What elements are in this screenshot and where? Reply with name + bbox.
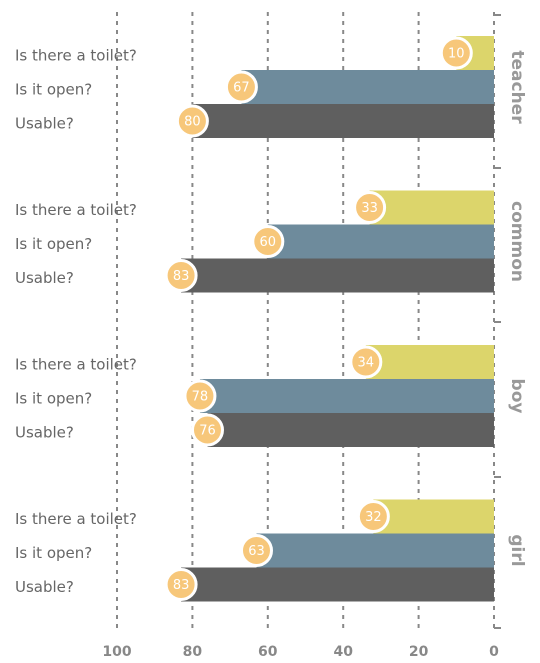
value-label: 60 <box>260 235 277 250</box>
group-label: teacher <box>507 50 527 124</box>
value-label: 67 <box>233 81 250 96</box>
value-badge <box>356 500 390 533</box>
value-badge <box>349 345 383 379</box>
group-label: boy <box>507 379 527 414</box>
bar <box>181 258 494 293</box>
category-label: Is it open? <box>15 235 92 253</box>
group-label: girl <box>507 534 527 566</box>
category-label: Is it open? <box>15 81 92 99</box>
category-label: Is there a toilet? <box>15 356 137 374</box>
value-label: 34 <box>358 356 375 371</box>
x-tick-label: 60 <box>258 644 278 660</box>
value-badge <box>353 191 387 224</box>
value-label: 32 <box>365 510 382 525</box>
value-badge <box>224 70 258 104</box>
bar <box>256 533 494 568</box>
category-label: Usable? <box>15 269 74 287</box>
category-label: Is it open? <box>15 390 92 408</box>
value-label: 83 <box>173 578 190 593</box>
bar <box>181 567 494 602</box>
bar <box>207 413 495 447</box>
value-label: 76 <box>199 424 216 439</box>
bar <box>267 224 494 259</box>
value-label: 78 <box>192 390 209 405</box>
category-label: Is there a toilet? <box>15 201 137 219</box>
bar <box>192 104 494 138</box>
value-badge <box>190 413 224 447</box>
value-badge <box>164 568 198 601</box>
value-badge <box>175 104 209 138</box>
value-label: 10 <box>448 47 465 62</box>
bar <box>373 499 494 534</box>
bar <box>365 345 494 379</box>
group-label: common <box>507 201 527 282</box>
category-label: Usable? <box>15 424 74 442</box>
value-label: 80 <box>184 115 201 130</box>
category-label: Usable? <box>15 115 74 133</box>
x-tick-label: 0 <box>489 644 499 660</box>
value-label: 83 <box>173 269 190 284</box>
category-label: Usable? <box>15 578 74 596</box>
x-tick-label: 80 <box>183 644 203 660</box>
value-badge <box>239 534 273 567</box>
value-badge <box>439 36 473 70</box>
category-label: Is there a toilet? <box>15 47 137 65</box>
x-tick-label: 40 <box>333 644 353 660</box>
category-label: Is it open? <box>15 544 92 562</box>
x-tick-label: 100 <box>102 644 131 660</box>
category-label: Is there a toilet? <box>15 510 137 528</box>
bar <box>241 70 494 104</box>
value-label: 63 <box>248 544 265 559</box>
x-tick-label: 20 <box>409 644 429 660</box>
bar <box>369 190 494 225</box>
value-badge <box>183 379 217 413</box>
value-badge <box>251 225 285 258</box>
value-badge <box>164 259 198 292</box>
bar <box>199 379 494 413</box>
value-label: 33 <box>361 201 378 216</box>
